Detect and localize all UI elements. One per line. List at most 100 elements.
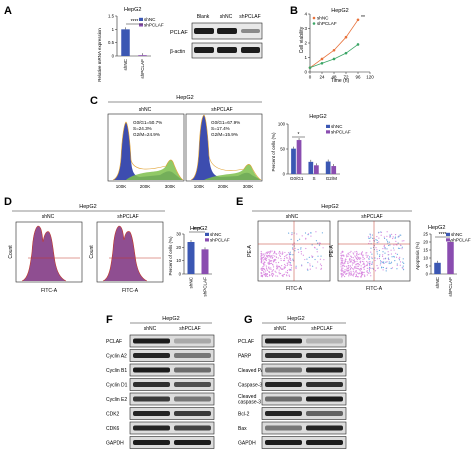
event-dot: [390, 261, 393, 263]
event-dot: [276, 253, 278, 255]
event-dot: [320, 267, 322, 269]
event-dot: [264, 273, 267, 275]
blot-row-label: Cyclin B1: [106, 368, 127, 374]
event-dot: [394, 260, 396, 262]
event-dot: [283, 258, 286, 260]
event-dot: [278, 265, 280, 267]
event-dot: [320, 268, 322, 270]
event-dot: [292, 258, 294, 260]
event-dot: [358, 264, 361, 266]
event-dot: [370, 267, 372, 269]
event-dot: [280, 257, 282, 260]
event-dot: [311, 244, 313, 246]
event-dot: [266, 251, 268, 253]
event-dot: [263, 265, 265, 267]
x-tick-label: shNC: [123, 58, 128, 70]
event-dot: [285, 265, 287, 267]
series-line: [309, 19, 359, 68]
event-dot: [280, 259, 282, 262]
event-dot: [342, 274, 344, 277]
event-dot: [388, 244, 390, 247]
x-tick-label: shNC: [189, 276, 194, 288]
panel-g-col-shpclaf: shPCLAF: [311, 326, 332, 332]
blot-a-band: [217, 28, 237, 34]
y-tick-label: 2: [304, 41, 307, 46]
event-dot: [295, 265, 297, 267]
event-dot: [390, 267, 392, 270]
event-dot: [399, 234, 401, 236]
event-dot: [273, 252, 275, 254]
event-dot: [272, 261, 275, 263]
event-dot: [357, 258, 359, 261]
event-dot: [402, 258, 404, 260]
event-dot: [355, 271, 357, 273]
event-dot: [270, 260, 272, 262]
event-dot: [381, 261, 384, 263]
event-dot: [319, 258, 322, 260]
g0g1-peak: [113, 122, 183, 180]
event-dot: [263, 263, 265, 266]
blot-band: [265, 367, 302, 373]
blot-a-band: [241, 47, 260, 53]
event-dot: [309, 268, 311, 270]
event-dot: [305, 238, 307, 240]
event-dot: [271, 273, 273, 275]
event-dot: [357, 273, 360, 275]
event-dot: [268, 275, 271, 277]
significance-asterisk: **: [361, 15, 365, 21]
event-dot: [356, 267, 358, 269]
blot-strip: [129, 349, 215, 362]
event-dot: [398, 259, 401, 261]
event-dot: [354, 271, 356, 273]
event-dot: [266, 269, 269, 271]
y-tick-label: 20: [423, 240, 428, 245]
event-dot: [359, 270, 361, 272]
legend-entry: shNC: [144, 17, 156, 22]
event-dot: [376, 251, 378, 253]
event-dot: [272, 266, 275, 268]
event-dot: [264, 275, 266, 277]
x-tick-label: 120: [366, 75, 374, 80]
event-dot: [347, 261, 349, 263]
event-dot: [341, 257, 343, 260]
event-dot: [323, 259, 325, 261]
event-dot: [389, 234, 391, 236]
event-dot: [350, 267, 352, 269]
event-dot: [289, 263, 291, 265]
fit-curve: [112, 121, 184, 181]
event-dot: [289, 259, 291, 261]
x-tick-label: G2/M: [326, 176, 337, 181]
event-dot: [360, 265, 362, 267]
blot-strip: [261, 407, 347, 420]
event-dot: [385, 270, 387, 272]
data-point: [320, 62, 324, 65]
event-dot: [356, 265, 358, 267]
blot-band: [174, 425, 211, 431]
event-dot: [342, 259, 344, 262]
event-dot: [274, 255, 276, 257]
panel-f-col-shnc: shNC: [144, 326, 157, 332]
event-dot: [344, 269, 346, 271]
event-dot: [361, 251, 364, 253]
event-dot: [384, 252, 386, 254]
blot-band: [133, 425, 170, 431]
blot-row-label: Cyclin A2: [106, 354, 127, 360]
event-dot: [350, 274, 352, 276]
event-dot: [357, 268, 359, 270]
event-dot: [340, 273, 342, 276]
event-dot: [363, 274, 366, 276]
event-dot: [340, 254, 342, 257]
panel-g: G HepG2 shNC shPCLAF PCLAF PARP Cleaved PA…: [238, 314, 347, 449]
blot-row-label: PCLAF: [106, 339, 122, 345]
event-dot: [350, 250, 352, 252]
event-dot: [342, 270, 344, 272]
event-dot: [272, 264, 274, 266]
blot-band: [133, 440, 170, 445]
event-dot: [341, 250, 344, 252]
event-dot: [368, 256, 371, 258]
x-tick-label: 96: [355, 75, 361, 80]
panel-b: B HepG2 Cell viability Time (h) 0 1 2 3 4 0 24…: [290, 5, 374, 84]
event-dot: [261, 269, 264, 271]
shnc-s-label: S=24.3%: [133, 126, 152, 131]
